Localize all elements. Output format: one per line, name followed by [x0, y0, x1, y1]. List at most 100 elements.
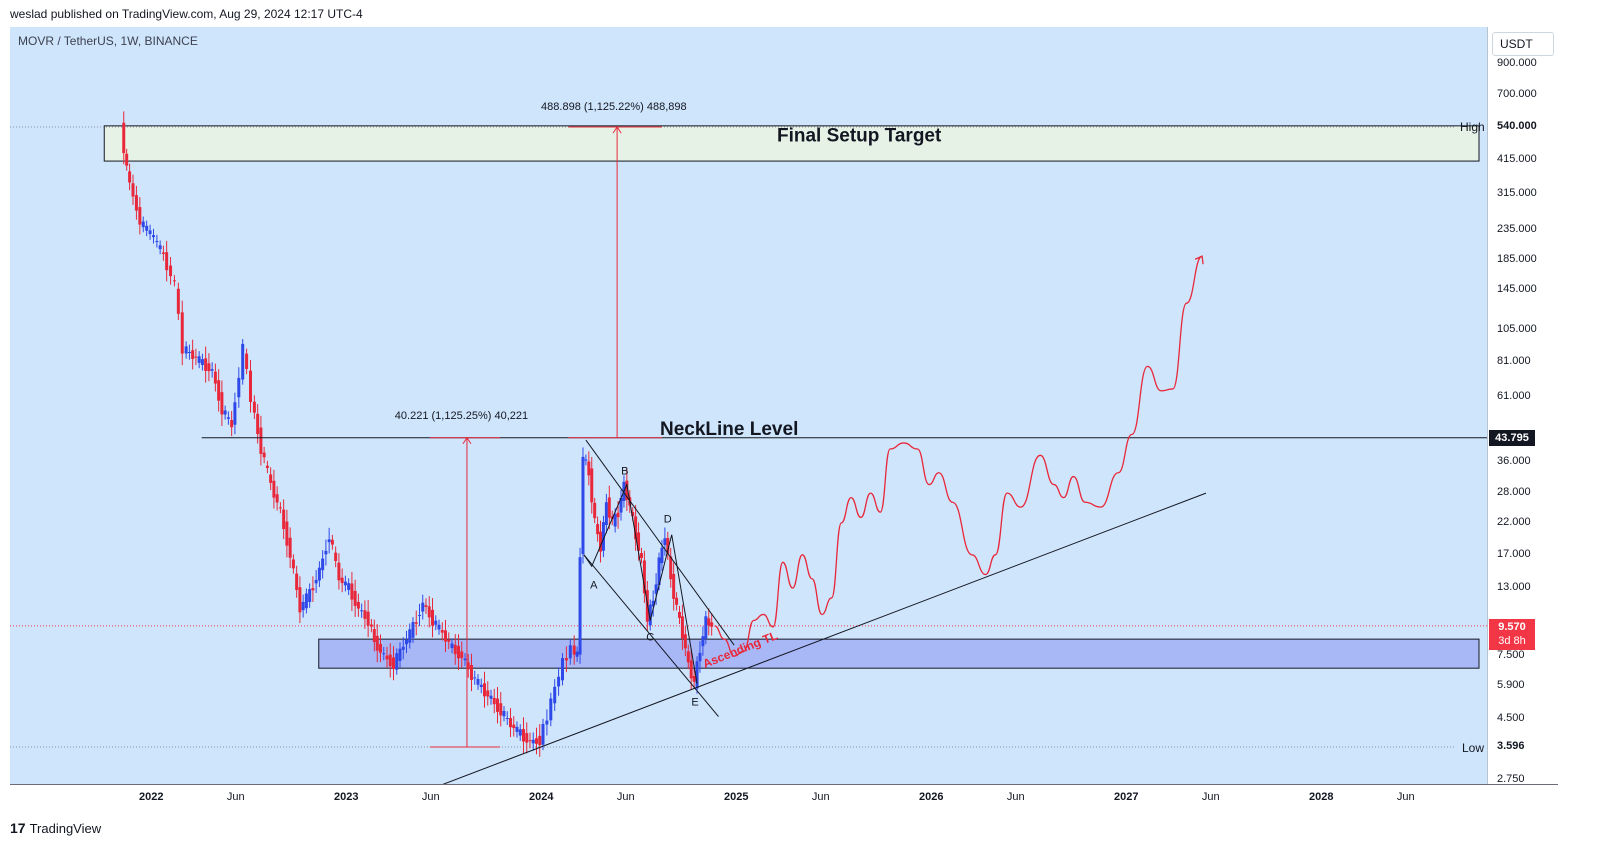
tradingview-logo[interactable]: 17 TradingView	[10, 820, 101, 836]
candle-body	[476, 678, 480, 685]
candle-body	[375, 635, 379, 651]
y-tick-label: 185.000	[1497, 252, 1537, 265]
candle-body	[512, 724, 516, 729]
x-tick-label: Jun	[226, 791, 245, 803]
candle-body	[408, 629, 412, 643]
candle-body	[411, 622, 415, 638]
candle-body	[545, 720, 549, 725]
candle-body	[607, 497, 611, 518]
tradingview-logo-icon: 17	[10, 820, 26, 836]
candle-body	[590, 468, 594, 503]
candle-body	[657, 557, 661, 586]
candle-body	[431, 609, 434, 626]
currency-selector[interactable]: USDT	[1492, 32, 1554, 56]
candle-body	[230, 419, 234, 428]
candle-body	[634, 516, 638, 540]
candle-body	[675, 597, 679, 605]
x-tick-label: Jun	[811, 791, 830, 803]
candle-body	[479, 684, 483, 687]
projection-arrowhead	[1194, 255, 1204, 265]
y-tick-label: 4.500	[1497, 712, 1525, 725]
candle-body	[434, 620, 438, 625]
y-tick-label: 145.000	[1497, 282, 1537, 295]
candle-body	[557, 676, 561, 687]
candle-body	[213, 371, 217, 384]
candle-body	[625, 480, 629, 500]
candle-body	[180, 312, 184, 354]
y-tick-label: 81.000	[1497, 354, 1531, 367]
candle-body	[502, 710, 506, 717]
candle-body	[272, 480, 276, 498]
candle-body	[509, 718, 512, 728]
candle-body	[669, 556, 673, 580]
candle-body	[418, 614, 421, 616]
candle-body	[317, 567, 321, 581]
candle-body	[259, 427, 263, 454]
candle-body	[427, 606, 431, 618]
candle-body	[424, 605, 428, 607]
x-tick-label: 2023	[334, 791, 359, 803]
candle-body	[165, 252, 169, 271]
candle-body	[301, 601, 305, 611]
candle-body	[363, 610, 367, 619]
candle-body	[680, 616, 684, 639]
high-label: High	[1460, 120, 1485, 134]
last-price-tag: 9.570 3d 8h	[1489, 619, 1535, 650]
candle-body	[141, 221, 145, 228]
candle-body	[308, 589, 312, 603]
candle-body	[350, 583, 354, 600]
y-tick-label: 415.000	[1497, 152, 1537, 165]
candle-body	[561, 658, 564, 681]
candle-body	[466, 662, 470, 670]
y-tick-label: 7.500	[1497, 649, 1525, 662]
candle-body	[486, 690, 490, 697]
candle-body	[704, 616, 708, 639]
candle-body	[587, 461, 591, 476]
candle-body	[553, 686, 557, 704]
symbol-title: MOVR / TetherUS, 1W, BINANCE	[18, 34, 198, 48]
candle-body	[642, 560, 646, 594]
candle-body	[223, 410, 227, 415]
candle-body	[291, 559, 295, 569]
candle-body	[483, 683, 486, 697]
candle-body	[689, 660, 693, 679]
candle-body	[245, 353, 249, 369]
candle-body	[499, 703, 503, 716]
candle-body	[226, 417, 230, 419]
candle-body	[637, 532, 641, 551]
candle-body	[131, 183, 135, 197]
ascending-trendline	[442, 492, 1207, 784]
candle-body	[698, 652, 702, 662]
candle-body	[401, 646, 405, 650]
candle-body	[382, 653, 386, 655]
candle-body	[470, 665, 473, 680]
candle-body	[616, 512, 620, 518]
price-axis[interactable]	[1487, 27, 1559, 784]
candle-body	[340, 577, 344, 584]
candle-body	[663, 538, 667, 546]
candle-body	[169, 265, 173, 277]
y-tick-label: 2.750	[1497, 773, 1525, 786]
candle-body	[269, 474, 273, 483]
candle-body	[314, 579, 318, 584]
y-tick-label: 315.000	[1497, 186, 1537, 199]
candle-body	[207, 363, 211, 372]
candle-body	[710, 622, 714, 627]
candle-body	[172, 280, 176, 282]
candle-body	[457, 645, 460, 659]
candle-body	[515, 726, 519, 732]
candle-body	[194, 356, 198, 358]
candle-body	[217, 380, 221, 401]
candle-body	[450, 643, 454, 649]
candle-body	[360, 610, 364, 612]
candle-body	[601, 522, 605, 551]
candle-body	[298, 587, 302, 613]
time-axis[interactable]	[10, 784, 1558, 812]
candle-body	[187, 351, 191, 353]
candle-body	[707, 618, 711, 626]
wave-label-b: B	[621, 466, 628, 478]
candle-body	[447, 639, 451, 642]
candle-body	[549, 698, 553, 721]
candle-body	[145, 225, 149, 231]
